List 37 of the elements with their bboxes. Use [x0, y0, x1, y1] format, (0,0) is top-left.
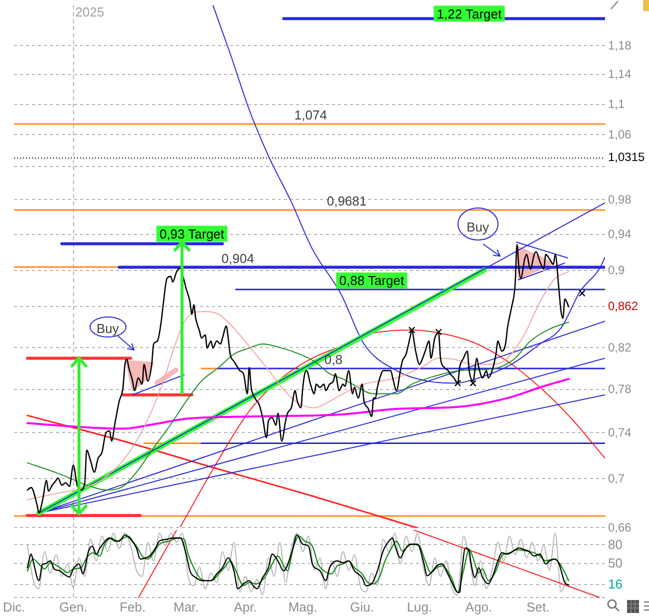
annotation: 0,88 Target — [339, 273, 404, 288]
annotation: 0,93 Target — [159, 226, 225, 242]
x-tick-label: Giu. — [350, 599, 374, 614]
ref-line-label: 0,9681 — [326, 193, 367, 208]
ref-line-label: 2025 — [75, 4, 104, 20]
annotation: 0,904 — [222, 250, 254, 266]
y-tick-label: 0,66 — [608, 520, 632, 534]
annotation: 1,22 Target — [436, 6, 502, 22]
y-tick-label: 0,74 — [608, 425, 632, 440]
y-tick-label: 1,14 — [608, 67, 632, 82]
x-tick-label: Lug. — [406, 599, 432, 614]
y-tick-label: 16 — [608, 576, 622, 592]
y-tick-label: 0,98 — [608, 192, 632, 207]
y-tick-label: 1,18 — [608, 38, 632, 53]
annotation: Buy — [96, 320, 120, 336]
x-tick-label: Feb. — [120, 599, 146, 614]
y-tick-label: 1,06 — [608, 128, 632, 142]
y-tick-label: 0,9 — [608, 263, 626, 278]
ref-line-label: 1,074 — [294, 107, 327, 122]
x-tick-label: Mar. — [173, 599, 199, 614]
y-tick-label: 1,0315 — [608, 150, 646, 164]
y-tick-label: 0,862 — [608, 298, 638, 313]
y-tick-label: 50 — [608, 556, 622, 571]
y-tick-label: 0,94 — [608, 227, 632, 242]
y-tick-label: 0,82 — [608, 340, 632, 354]
x-tick-label: Mag. — [288, 599, 318, 614]
y-tick-label: 0,78 — [608, 382, 632, 396]
y-tick-label: 0,7 — [608, 472, 626, 486]
y-tick-label: 80 — [608, 537, 622, 552]
x-tick-label: Set. — [526, 599, 550, 614]
x-tick-label: Apr. — [234, 599, 257, 614]
x-tick-label: Dic. — [2, 599, 26, 614]
annotation: Buy — [466, 219, 490, 234]
y-tick-label: 1,1 — [608, 96, 626, 111]
x-tick-label: Gen. — [59, 599, 88, 614]
x-tick-label: Ago. — [465, 599, 492, 614]
annotation: 0,8 — [324, 352, 342, 368]
